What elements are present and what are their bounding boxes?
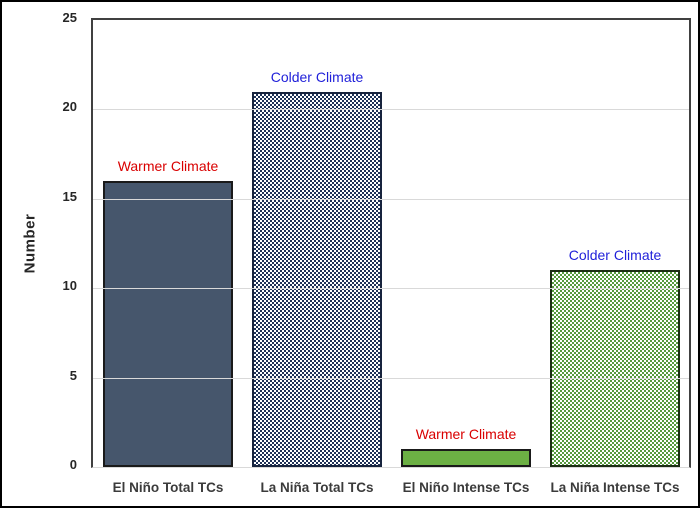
bar-group-el-nino-total: Warmer Climate [103,20,233,467]
bar-annotation-colder-climate: Colder Climate [270,69,364,85]
x-axis-category-label: La Niña Total TCs [260,480,374,495]
bar-group-la-nina-total: Colder Climate [252,20,382,467]
bar-el-nino-intense-tcs [401,449,531,467]
y-tick-label: 25 [62,10,77,25]
y-tick-label: 5 [69,367,77,383]
x-axis-category-label: El Niño Total TCs [112,480,224,495]
bar-annotation-colder-climate: Colder Climate [568,247,662,263]
gridline [93,288,689,290]
y-tick-label: 10 [62,278,77,294]
gridline [93,198,689,200]
bar-la-nina-intense-tcs [550,270,680,467]
y-tick-label: 15 [62,188,77,204]
x-axis-category-label: El Niño Intense TCs [402,480,530,495]
y-tick-label: 20 [62,99,77,115]
y-axis-title: Number [21,213,39,274]
gridline [93,109,689,111]
bar-group-la-nina-intense: Colder Climate [550,20,680,467]
bar-annotation-warmer-climate: Warmer Climate [415,426,517,442]
bar-group-el-nino-intense: Warmer Climate [401,20,531,467]
bar-la-nina-total-tcs [252,92,382,467]
gridline [93,377,689,379]
bar-el-nino-total-tcs [103,181,233,467]
plot-area: Warmer Climate Colder Climate Warmer Cli… [91,18,691,468]
bar-annotation-warmer-climate: Warmer Climate [117,158,219,174]
y-tick-label: 0 [69,457,77,472]
x-axis-category-label: La Niña Intense TCs [550,480,680,495]
